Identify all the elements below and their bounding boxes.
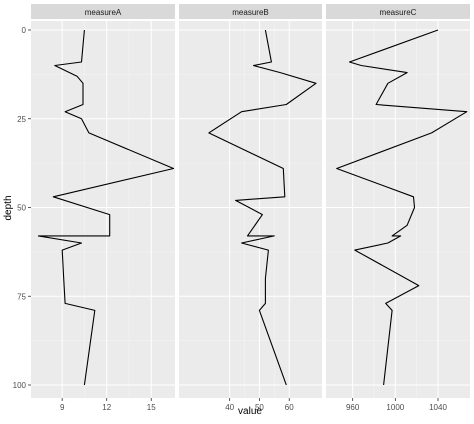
series-line-measureA (37, 29, 175, 386)
panel-background (179, 21, 322, 398)
x-tick-label: 50 (255, 403, 264, 412)
facet-strip-label: measureC (380, 8, 417, 17)
y-axis-title: depth (3, 195, 14, 220)
series-line-measureB (208, 29, 317, 386)
x-tick-label: 12 (102, 403, 111, 412)
x-axis-title: value (238, 406, 262, 417)
panels: measureA 9 12 15 measureB 40 50 60 measureC 960 10… (31, 4, 470, 412)
facet-strip (326, 4, 470, 19)
y-axis: 0 25 50 75 100 (13, 26, 31, 390)
y-tick-label: 100 (13, 381, 27, 390)
y-tick-label: 25 (17, 115, 26, 124)
x-tick-label: 1000 (386, 403, 404, 412)
facet-strip-label: measureA (85, 8, 122, 17)
y-tick-label: 50 (17, 204, 26, 213)
x-tick-label: 1040 (429, 403, 447, 412)
x-tick-label: 15 (147, 403, 156, 412)
y-tick-label: 75 (17, 292, 26, 301)
facet-strip (179, 4, 322, 19)
panel-measureA: measureA 9 12 15 (31, 4, 175, 412)
x-tick-label: 40 (225, 403, 234, 412)
x-tick-label: 960 (346, 403, 360, 412)
y-tick-label: 0 (22, 26, 27, 35)
facet-strip (31, 4, 175, 19)
x-tick-label: 9 (60, 403, 65, 412)
panel-background (31, 21, 175, 398)
x-tick-label: 60 (285, 403, 294, 412)
series-line-measureC (336, 29, 468, 386)
panel-background (326, 21, 470, 398)
panel-measureC: measureC 960 1000 1040 (326, 4, 470, 412)
panel-measureB: measureB 40 50 60 (179, 4, 322, 412)
facet-strip-label: measureB (232, 8, 268, 17)
